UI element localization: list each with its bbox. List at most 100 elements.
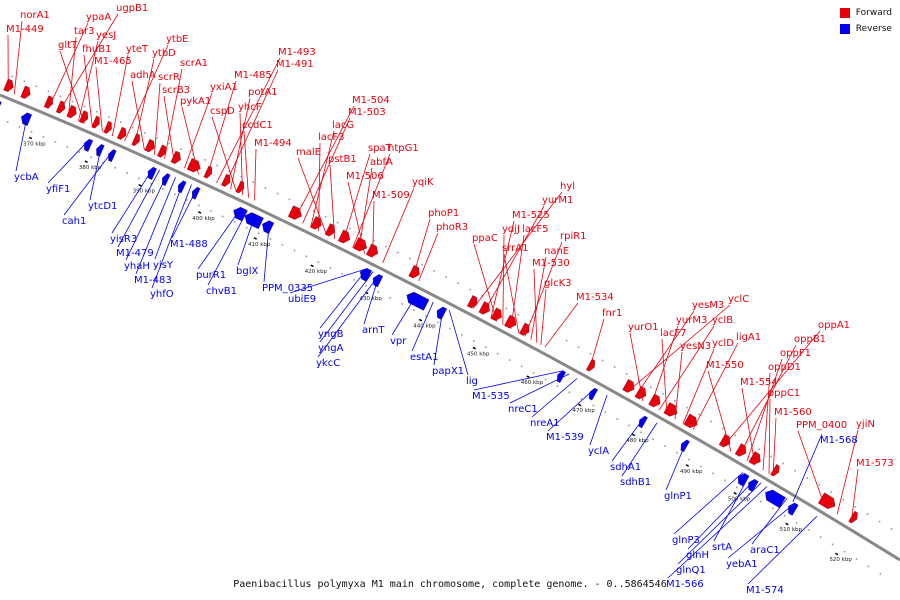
- forward-gene-label-m1-554[interactable]: M1-554: [740, 377, 778, 388]
- forward-gene-label-yesn3[interactable]: yesN3: [680, 341, 711, 352]
- forward-gene-label-scra1[interactable]: scrA1: [180, 58, 208, 69]
- forward-gene-label-spat[interactable]: spaT: [368, 143, 393, 154]
- forward-gene-label-ycld[interactable]: yclD: [712, 338, 734, 349]
- reverse-gene-label-yisr3[interactable]: yisR3: [110, 234, 137, 245]
- reverse-gene-arrow[interactable]: [147, 166, 157, 180]
- forward-gene-label-male[interactable]: malE: [296, 147, 321, 158]
- forward-gene-arrow[interactable]: [467, 295, 478, 309]
- reverse-gene-label-lig[interactable]: lig: [466, 376, 478, 387]
- forward-gene-label-m1-509[interactable]: M1-509: [372, 190, 410, 201]
- forward-gene-label-lacf3[interactable]: lacF3: [318, 132, 345, 143]
- forward-gene-label-m1-530[interactable]: M1-530: [532, 258, 570, 269]
- forward-gene-arrow[interactable]: [478, 301, 490, 315]
- forward-gene-label-m1-560[interactable]: M1-560: [774, 407, 812, 418]
- reverse-gene-arrow[interactable]: [556, 370, 566, 383]
- forward-gene-label-m1-504[interactable]: M1-504: [352, 95, 390, 106]
- forward-gene-arrow[interactable]: [55, 100, 66, 114]
- forward-gene-label-ytbe[interactable]: ytbE: [166, 34, 189, 45]
- forward-gene-label-yurm1[interactable]: yurM1: [542, 195, 573, 206]
- reverse-gene-label-sdhb1[interactable]: sdhB1: [620, 477, 651, 488]
- reverse-gene-label-m1-574[interactable]: M1-574: [746, 585, 784, 596]
- forward-gene-label-yesj[interactable]: yesJ: [96, 30, 116, 41]
- forward-gene-arrow[interactable]: [634, 386, 646, 400]
- forward-gene-label-yqik[interactable]: yqiK: [412, 177, 434, 188]
- forward-gene-label-m1-503[interactable]: M1-503: [348, 107, 386, 118]
- reverse-gene-label-vpr[interactable]: vpr: [390, 336, 407, 347]
- reverse-gene-arrow[interactable]: [588, 387, 598, 401]
- forward-gene-label-adha[interactable]: adhA: [130, 70, 156, 81]
- forward-gene-arrow[interactable]: [848, 510, 858, 524]
- reverse-gene-label-m1-488[interactable]: M1-488: [170, 239, 208, 250]
- forward-gene-arrow[interactable]: [203, 165, 212, 179]
- reverse-gene-label-yngb[interactable]: yngB: [318, 329, 344, 340]
- reverse-gene-label-ykcc[interactable]: ykcC: [316, 358, 340, 369]
- forward-gene-label-ppac[interactable]: ppaC: [472, 233, 498, 244]
- forward-gene-arrow[interactable]: [103, 120, 112, 134]
- forward-gene-label-scrb3[interactable]: scrB3: [162, 85, 190, 96]
- reverse-gene-label-ubie9[interactable]: ubiE9: [288, 294, 316, 305]
- forward-gene-label-scrr[interactable]: scrR: [158, 72, 180, 83]
- forward-gene-label-pstb1[interactable]: pstB1: [328, 154, 357, 165]
- forward-gene-arrow[interactable]: [144, 139, 155, 153]
- reverse-gene-label-m1-566[interactable]: M1-566: [666, 579, 704, 590]
- forward-gene-label-oppd1[interactable]: oppD1: [768, 362, 801, 373]
- forward-gene-arrow[interactable]: [170, 150, 181, 164]
- forward-gene-arrow[interactable]: [504, 314, 517, 329]
- forward-gene-label-ppm-0400[interactable]: PPM_0400: [796, 420, 847, 431]
- forward-gene-label-hyl[interactable]: hyl: [560, 181, 575, 192]
- forward-gene-label-nane[interactable]: nanE: [544, 246, 569, 257]
- forward-gene-label-yclc[interactable]: yclC: [728, 294, 749, 305]
- reverse-gene-label-glnq1[interactable]: glnQ1: [676, 565, 706, 576]
- forward-gene-label-m1-449[interactable]: M1-449: [6, 24, 44, 35]
- reverse-gene-label-m1-535[interactable]: M1-535: [472, 391, 510, 402]
- forward-gene-label-srra1[interactable]: srrA1: [502, 243, 528, 254]
- forward-gene-label-oppb1[interactable]: oppB1: [794, 334, 826, 345]
- forward-gene-arrow[interactable]: [43, 95, 54, 109]
- forward-gene-arrow[interactable]: [748, 451, 761, 465]
- forward-gene-label-m1-573[interactable]: M1-573: [856, 458, 894, 469]
- forward-gene-arrow[interactable]: [683, 413, 698, 428]
- forward-gene-arrow[interactable]: [66, 105, 77, 119]
- reverse-gene-arrow[interactable]: [406, 291, 430, 311]
- reverse-gene-label-chvb1[interactable]: chvB1: [206, 286, 237, 297]
- reverse-gene-label-nrec1[interactable]: nreC1: [508, 404, 538, 415]
- reverse-gene-label-yisy[interactable]: yisY: [153, 260, 174, 271]
- forward-gene-label-ugpb1[interactable]: ugpB1: [116, 3, 148, 14]
- forward-gene-label-rpir1[interactable]: rpiR1: [560, 231, 587, 242]
- forward-gene-arrow[interactable]: [310, 216, 322, 230]
- reverse-gene-label-ycla[interactable]: yclA: [588, 446, 609, 457]
- reverse-gene-label-m1-479[interactable]: M1-479: [116, 248, 154, 259]
- forward-gene-label-m1-525[interactable]: M1-525: [512, 210, 550, 221]
- forward-gene-label-m1-506[interactable]: M1-506: [346, 171, 384, 182]
- forward-gene-label-m1-491[interactable]: M1-491: [276, 59, 314, 70]
- reverse-gene-label-arnt[interactable]: arnT: [362, 325, 385, 336]
- reverse-gene-label-purr1[interactable]: purR1: [196, 270, 226, 281]
- forward-gene-label-cspd[interactable]: cspD: [210, 106, 235, 117]
- forward-gene-label-yuro1[interactable]: yurO1: [628, 322, 659, 333]
- reverse-gene-label-yhfo[interactable]: yhfO: [150, 289, 174, 300]
- forward-gene-label-fhub1[interactable]: fhuB1: [82, 44, 111, 55]
- reverse-gene-label-glnp3[interactable]: glnP3: [672, 535, 700, 546]
- reverse-gene-label-glnh[interactable]: glnH: [686, 550, 709, 561]
- reverse-gene-label-m1-483[interactable]: M1-483: [134, 275, 172, 286]
- reverse-gene-label-m1-539[interactable]: M1-539: [546, 432, 584, 443]
- forward-gene-label-oppa1[interactable]: oppA1: [818, 320, 850, 331]
- reverse-gene-label-nrea1[interactable]: nreA1: [530, 418, 560, 429]
- forward-gene-label-ydjj[interactable]: ydjJ: [502, 224, 520, 235]
- forward-gene-arrow[interactable]: [622, 379, 635, 393]
- reverse-gene-label-cah1[interactable]: cah1: [62, 216, 86, 227]
- reverse-gene-label-yhah[interactable]: yhaH: [124, 261, 150, 272]
- forward-gene-label-m1-493[interactable]: M1-493: [278, 47, 316, 58]
- forward-gene-arrow[interactable]: [78, 110, 89, 124]
- forward-gene-arrow[interactable]: [20, 85, 31, 99]
- forward-gene-label-yjin[interactable]: yjiN: [856, 419, 875, 430]
- forward-gene-arrow[interactable]: [324, 223, 336, 237]
- forward-gene-arrow[interactable]: [287, 205, 302, 220]
- reverse-gene-label-glnp1[interactable]: glnP1: [664, 491, 692, 502]
- reverse-gene-label-esta1[interactable]: estA1: [410, 352, 439, 363]
- forward-gene-label-ytbd[interactable]: ytbD: [152, 48, 176, 59]
- forward-gene-label-m1-485[interactable]: M1-485: [234, 70, 272, 81]
- reverse-gene-arrow[interactable]: [162, 173, 171, 186]
- forward-gene-label-ytet[interactable]: yteT: [126, 44, 149, 55]
- forward-gene-arrow[interactable]: [366, 243, 378, 258]
